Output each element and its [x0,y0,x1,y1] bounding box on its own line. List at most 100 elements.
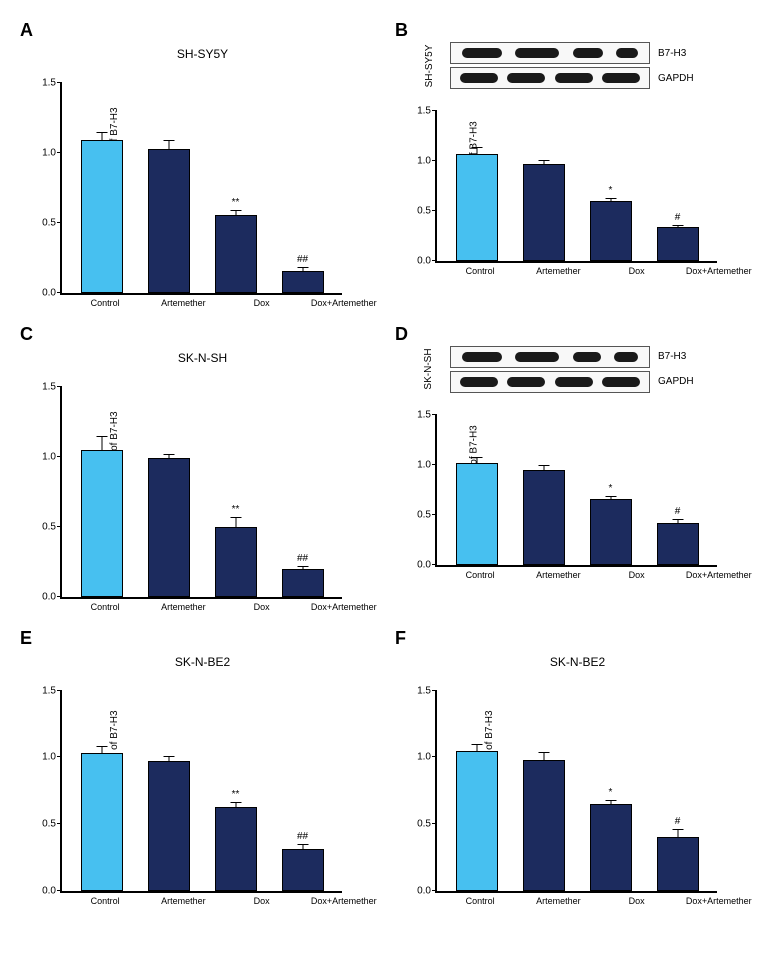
y-tick-mark [57,82,62,83]
blot-band [555,377,593,387]
y-tick-label: 0.5 [32,218,56,229]
y-tick-mark [432,514,437,515]
blot-lane-box [450,346,650,368]
blot-band [573,352,601,362]
y-tick-label: 1.0 [407,459,431,470]
blot-band [573,48,603,58]
y-tick-mark [57,456,62,457]
error-bar [302,566,303,570]
y-tick-label: 1.5 [407,106,431,117]
error-bar [610,496,611,500]
y-tick-label: 0.0 [32,885,56,896]
bar-group: # [653,227,703,261]
y-tick-label: 0.0 [32,591,56,602]
bar: ** [215,807,257,891]
bar-group: ## [278,849,328,890]
bar-group: * [586,499,636,565]
chart-wrap: Relative expression of B7-H30.00.51.01.5… [435,415,760,581]
blot-band [507,73,545,83]
blot-lane-box [450,67,650,89]
y-tick-mark [432,464,437,465]
panel-E: E SK-N-BE2 Relative mRNA expression of B7-… [20,628,385,907]
x-tick-label: Artemether [529,571,587,581]
panel-letter: B [395,20,408,41]
y-tick-mark [432,260,437,261]
error-bar [476,744,477,752]
y-tick-label: 1.5 [407,409,431,420]
significance-marker: # [675,816,681,827]
significance-marker: * [609,483,613,494]
x-tick-label: Artemether [154,897,212,907]
y-tick-mark [432,690,437,691]
bar-group [77,140,127,293]
blot-band [462,352,502,362]
bar: ** [215,215,257,293]
x-axis-labels: ControlArtemetherDoxDox+Artemether [435,263,760,277]
bar [148,761,190,890]
panel-F: FSK-N-BE2Relative mRNA expression of B7-… [395,628,760,907]
blot-label: GAPDH [658,73,694,84]
significance-marker: ## [297,553,308,564]
chart-wrap: Relative mRNA expression of B7-H30.00.51… [60,691,385,907]
bar [523,470,565,565]
blot-band [555,73,593,83]
y-tick-label: 1.5 [32,78,56,89]
blot-label: GAPDH [658,376,694,387]
blot-band [515,352,559,362]
bar-group [452,751,502,891]
bar [523,164,565,261]
bar [523,760,565,891]
x-tick-label: Dox [233,299,291,309]
y-tick-label: 1.5 [407,685,431,696]
bar: * [590,804,632,891]
bar [81,140,123,293]
bar [148,149,190,293]
error-bar [302,267,303,271]
bar-group: ** [211,807,261,891]
y-tick-mark [57,152,62,153]
bar-group: ** [211,527,261,597]
x-axis-labels: ControlArtemetherDoxDox+Artemether [435,567,760,581]
blot-lane-box [450,42,650,64]
x-tick-label: Dox+Artemether [686,267,744,277]
blot-band [614,352,638,362]
blot-band [515,48,559,58]
significance-marker: * [609,185,613,196]
x-axis-labels: ControlArtemetherDoxDox+Artemether [60,599,385,613]
error-bar [543,465,544,471]
error-bar [101,746,102,754]
error-bar [101,436,102,451]
y-tick-label: 0.5 [32,521,56,532]
bar [456,463,498,565]
error-bar [235,210,236,216]
x-tick-label: Artemether [154,299,212,309]
y-tick-mark [57,690,62,691]
chart-area: Relative mRNA expression of B7-H30.00.51… [60,387,342,599]
blot-sidelabel: SH-SY5Y [424,44,435,87]
blot-band [460,377,498,387]
bar [81,753,123,890]
panel-letter: A [20,20,33,41]
y-tick-mark [57,292,62,293]
chart-area: Relative expression of B7-H30.00.51.01.5… [435,415,717,567]
y-tick-mark [432,210,437,211]
chart-title: SK-N-BE2 [20,655,385,669]
y-tick-label: 0.5 [407,206,431,217]
bars-container: ** ## [62,387,342,597]
error-bar [543,160,544,165]
bar-group [519,760,569,891]
bar-group [77,450,127,597]
y-tick-label: 0.5 [407,819,431,830]
error-bar [677,225,678,228]
error-bar [476,457,477,464]
panel-letter: E [20,628,32,649]
blot-row: GAPDH [450,67,760,89]
bar [456,751,498,891]
error-bar [168,140,169,150]
western-blot: SK-N-SHB7-H3GAPDH [450,346,760,393]
y-tick-mark [57,526,62,527]
chart-wrap: Relative mRNA expression of B7-H30.00.51… [435,691,760,907]
y-tick-label: 1.0 [407,156,431,167]
y-tick-label: 1.5 [32,381,56,392]
bar-group [519,470,569,565]
